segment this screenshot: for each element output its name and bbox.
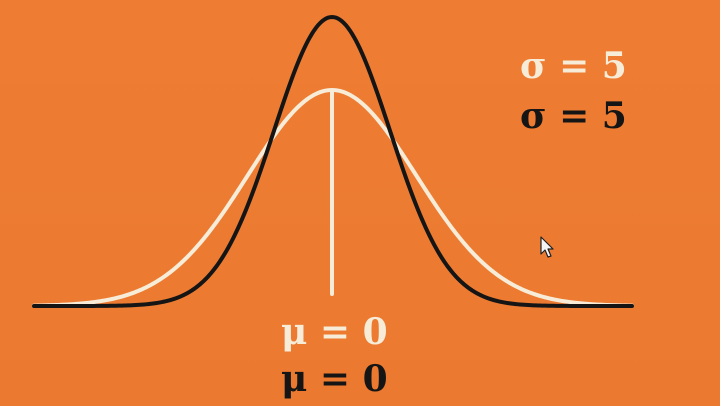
mu-white-label: μ = 0 (281, 311, 388, 353)
white-bell-curve (32, 87, 634, 308)
mu-black-label: μ = 0 (281, 358, 388, 400)
black-bell-curve (32, 14, 634, 308)
sigma-black-label: σ = 5 (520, 95, 627, 137)
mouse-pointer-icon (540, 236, 554, 258)
sigma-white-label: σ = 5 (520, 45, 627, 87)
